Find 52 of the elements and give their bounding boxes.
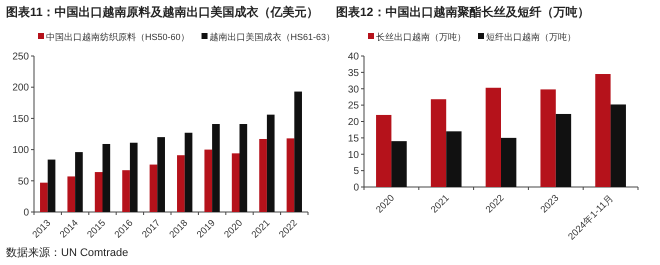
- bar: [75, 152, 83, 212]
- y-tick-label: 10: [348, 150, 360, 161]
- y-tick-label: 0: [353, 182, 360, 194]
- bar: [130, 142, 138, 212]
- bar: [556, 114, 572, 187]
- y-tick-label: 15: [348, 133, 360, 144]
- bar: [240, 124, 248, 212]
- bar: [266, 114, 275, 212]
- bar: [67, 176, 76, 212]
- legend-label: 中国出口越南纺织原料（HS50-60）: [46, 32, 190, 42]
- legend-label: 越南出口美国成衣（HS61-63）: [210, 32, 336, 42]
- bar: [391, 141, 407, 187]
- bar: [446, 131, 462, 187]
- bar: [157, 137, 165, 212]
- bar: [212, 124, 220, 212]
- y-tick-label: 20: [348, 117, 360, 128]
- source-note: 数据来源：UN Comtrade: [6, 246, 128, 259]
- legend-label: 长丝出口越南（万吨）: [376, 32, 466, 42]
- bar: [232, 153, 240, 212]
- bar: [294, 92, 302, 212]
- bar: [430, 99, 446, 187]
- y-tick-label: 40: [348, 52, 360, 62]
- y-tick-label: 100: [12, 145, 30, 156]
- y-tick-label: 30: [348, 84, 360, 96]
- y-tick-label: 25: [348, 100, 360, 112]
- chart-title: 图表12：中国出口越南聚酯长丝及短纤（万吨）: [336, 5, 590, 19]
- y-tick-label: 5: [353, 166, 360, 178]
- y-tick-label: 250: [12, 52, 30, 62]
- bar: [40, 182, 48, 212]
- y-tick-label: 0: [23, 208, 30, 218]
- y-tick-label: 200: [12, 82, 30, 94]
- bar: [501, 138, 516, 187]
- bar: [595, 74, 611, 187]
- y-tick-label: 150: [12, 114, 30, 125]
- bar: [540, 89, 556, 187]
- bar: [486, 88, 501, 187]
- bar: [102, 144, 110, 212]
- bar: [177, 155, 185, 212]
- bar: [122, 170, 130, 212]
- bar: [610, 104, 626, 187]
- y-tick-label: 35: [348, 68, 360, 79]
- bar: [376, 114, 392, 187]
- y-tick-label: 50: [18, 176, 30, 188]
- chart-title: 图表11：中国出口越南原料及越南出口美国成衣（亿美元）: [6, 5, 319, 19]
- legend-label: 短纤出口越南（万吨）: [486, 32, 576, 42]
- bar: [286, 138, 294, 212]
- bar: [259, 138, 267, 212]
- bar: [48, 160, 56, 212]
- bar: [94, 172, 102, 212]
- bar: [204, 150, 212, 212]
- bar: [184, 132, 192, 212]
- bar: [150, 164, 158, 212]
